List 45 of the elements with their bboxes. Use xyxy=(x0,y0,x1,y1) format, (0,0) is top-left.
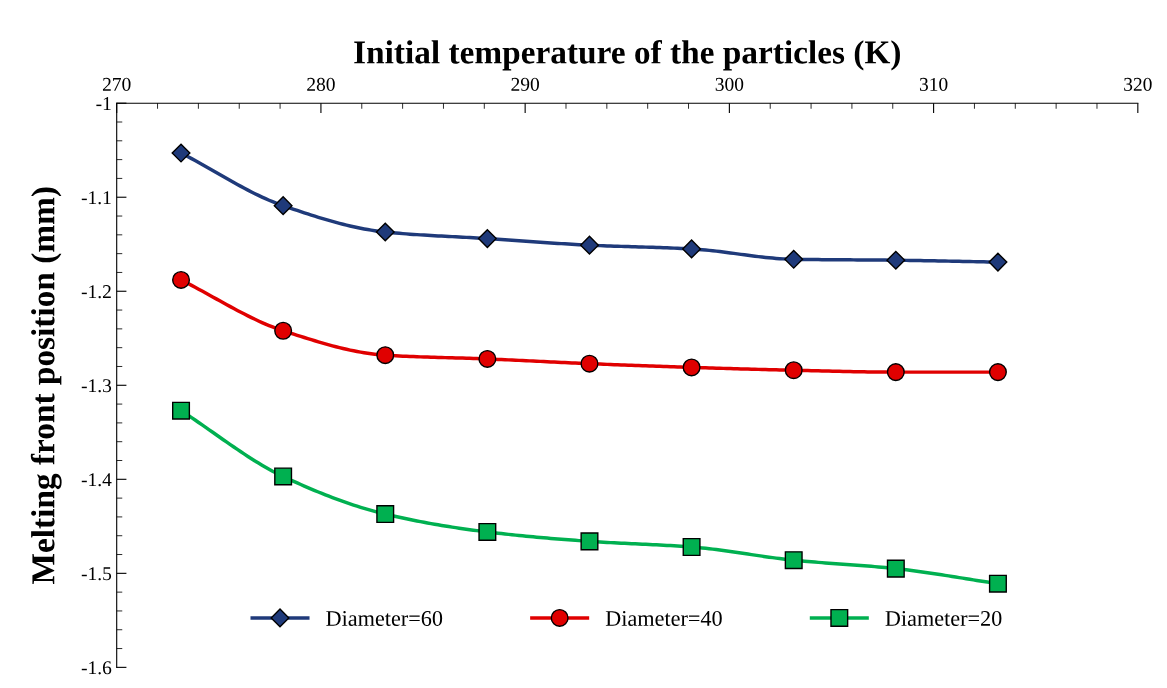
point xyxy=(886,559,905,578)
point xyxy=(580,532,599,551)
point xyxy=(477,229,497,249)
x-tick-label: 290 xyxy=(511,77,539,91)
point xyxy=(988,363,1007,382)
x-tick-label: 310 xyxy=(919,77,948,91)
y-tick-label: -1.2 xyxy=(81,285,111,299)
y-axis-title: Melting front position (mm) xyxy=(30,187,62,584)
point xyxy=(376,346,395,365)
point xyxy=(274,467,293,486)
y-tick-label: -1.6 xyxy=(81,661,112,675)
x-tick-label: 300 xyxy=(715,77,744,91)
point xyxy=(784,361,803,380)
y-tick-label: -1.5 xyxy=(81,567,112,581)
point xyxy=(886,250,906,270)
point xyxy=(682,537,701,557)
y-tick-label: -1.1 xyxy=(81,191,111,205)
point xyxy=(784,551,803,570)
point xyxy=(376,505,395,524)
point xyxy=(375,222,395,242)
point xyxy=(171,143,191,163)
point xyxy=(274,321,293,340)
point xyxy=(172,401,191,420)
x-axis-title: Initial temperature of the particles (K) xyxy=(354,39,900,71)
point xyxy=(580,354,599,373)
x-tick-label: 320 xyxy=(1124,77,1152,91)
point xyxy=(682,239,702,259)
point xyxy=(784,249,804,269)
point xyxy=(579,235,600,255)
y-tick-label: -1 xyxy=(96,97,111,110)
legend-label: Diameter=60 xyxy=(326,610,443,626)
x-tick-label: 280 xyxy=(307,77,335,91)
point xyxy=(478,349,497,368)
point xyxy=(886,363,905,382)
point xyxy=(172,270,191,289)
y-tick-label: -1.4 xyxy=(81,473,112,487)
y-tick-label: -1.3 xyxy=(81,379,112,393)
point xyxy=(478,522,497,541)
point xyxy=(273,196,293,216)
legend-label: Diameter=40 xyxy=(605,610,722,626)
point xyxy=(988,574,1007,593)
point xyxy=(682,358,701,377)
legend-label: Diameter=20 xyxy=(885,610,1002,626)
x-tick-label: 270 xyxy=(102,77,131,91)
point xyxy=(988,252,1008,272)
